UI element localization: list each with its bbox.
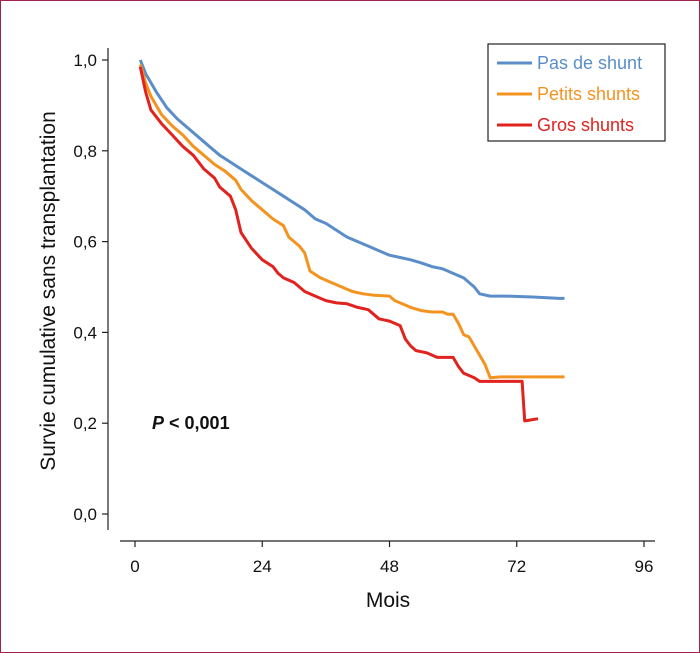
series-line-petits-shunts bbox=[138, 64, 565, 380]
legend-label-pas-de-shunt: Pas de shunt bbox=[537, 53, 642, 73]
y-tick-label: 1,0 bbox=[73, 51, 97, 70]
series-line-pas-de-shunt bbox=[138, 59, 565, 300]
x-axis-title: Mois bbox=[366, 589, 410, 612]
x-tick-label: 0 bbox=[130, 557, 139, 576]
y-tick-label: 0,2 bbox=[73, 414, 97, 433]
y-tick-label: 0,6 bbox=[73, 233, 97, 252]
series-line-gros-shunts bbox=[138, 66, 539, 423]
legend-label-gros-shunts: Gros shunts bbox=[537, 115, 634, 135]
y-tick-label: 0,0 bbox=[73, 505, 97, 524]
x-tick-label: 48 bbox=[380, 557, 399, 576]
legend-label-petits-shunts: Petits shunts bbox=[537, 84, 640, 104]
series-layer bbox=[138, 59, 565, 423]
p-symbol: P bbox=[152, 413, 165, 433]
axes: 0,0 0,2 0,4 0,6 0,8 1,0 0 24 48 72 96 bbox=[73, 48, 655, 576]
x-tick-label: 72 bbox=[507, 557, 526, 576]
x-tick-label: 24 bbox=[253, 557, 272, 576]
x-tick-label: 96 bbox=[635, 557, 654, 576]
y-tick-label: 0,8 bbox=[73, 142, 97, 161]
y-axis-title: Survie cumulative sans transplantation bbox=[37, 111, 60, 471]
legend: Pas de shunt Petits shunts Gros shunts bbox=[487, 43, 666, 142]
p-value-annotation: P < 0,001 bbox=[152, 413, 230, 433]
y-tick-label: 0,4 bbox=[73, 323, 97, 342]
p-value-text: < 0,001 bbox=[164, 413, 230, 433]
